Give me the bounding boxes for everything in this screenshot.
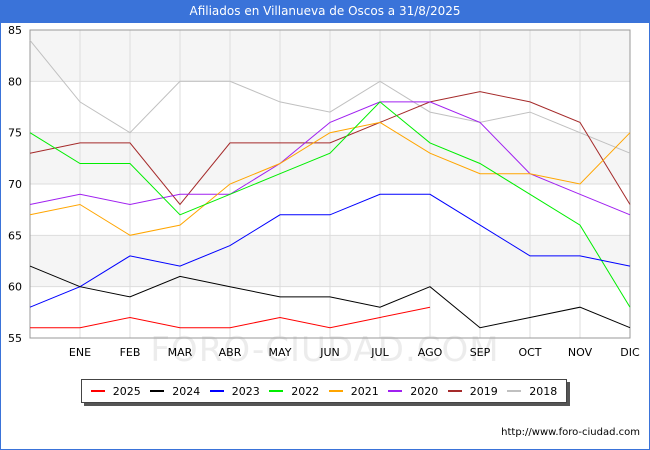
series-line-2021: [29, 121, 631, 236]
legend-swatch: [388, 390, 403, 392]
x-tick-label: SEP: [470, 346, 491, 359]
legend-label: 2018: [529, 384, 558, 398]
series-line-2018: [29, 39, 631, 154]
y-tick-label: 75: [8, 127, 22, 140]
x-tick-label: DIC: [620, 346, 640, 359]
legend-swatch: [447, 390, 462, 392]
legend-item-2023: 2023: [209, 384, 260, 398]
x-tick-label: AGO: [418, 346, 443, 359]
x-tick-label: JUN: [319, 346, 340, 359]
legend-item-2018: 2018: [507, 385, 557, 398]
y-tick-label: 55: [8, 332, 22, 345]
legend-swatch: [90, 390, 105, 392]
x-tick-label: OCT: [518, 346, 541, 359]
y-tick-label: 70: [8, 178, 22, 191]
legend-label: 2019: [469, 384, 498, 398]
chart-title: Afiliados en Villanueva de Oscos a 31/8/…: [0, 0, 650, 22]
legend-label: 2022: [291, 384, 320, 398]
y-tick-label: 80: [8, 75, 22, 88]
x-tick-label: ENE: [69, 346, 91, 359]
source-url: http://www.foro-ciudad.com: [501, 427, 640, 438]
watermark: FORO-CIUDAD.COM: [150, 330, 500, 370]
legend-item-2020: 2020: [388, 385, 438, 398]
plot-border: [29, 29, 631, 339]
legend-item-2021: 2021: [328, 384, 379, 398]
chart-legend: 2025 2024 2023 2022 2021 2020 2019 2018: [81, 379, 567, 403]
legend-label: 2024: [172, 384, 201, 398]
legend-item-2022: 2022: [269, 385, 319, 398]
x-tick-label: MAR: [168, 346, 193, 359]
series-line-2023: [29, 193, 631, 308]
legend-swatch: [269, 390, 284, 392]
legend-swatch: [328, 390, 343, 392]
x-tick-label: ABR: [219, 346, 242, 359]
legend-swatch: [150, 390, 165, 392]
x-tick-label: FEB: [120, 346, 141, 359]
series-line-2019: [29, 91, 631, 206]
legend-label: 2025: [112, 384, 141, 398]
legend-label: 2023: [231, 384, 260, 398]
y-tick-label: 60: [8, 281, 22, 294]
y-tick-label: 65: [8, 229, 22, 242]
x-tick-label: MAY: [269, 346, 292, 359]
x-tick-label: JUL: [370, 346, 389, 359]
legend-swatch: [507, 390, 522, 392]
legend-item-2024: 2024: [150, 385, 200, 398]
legend-item-2019: 2019: [447, 384, 498, 398]
series-line-2022: [29, 101, 631, 308]
legend-swatch: [209, 390, 224, 392]
series-line-2025: [30, 306, 431, 329]
legend-label: 2020: [410, 384, 439, 398]
x-tick-label: NOV: [568, 346, 593, 359]
legend-label: 2021: [350, 384, 379, 398]
series-line-2024: [29, 265, 631, 329]
y-tick-label: 85: [8, 24, 22, 37]
legend-item-2025: 2025: [90, 384, 141, 398]
